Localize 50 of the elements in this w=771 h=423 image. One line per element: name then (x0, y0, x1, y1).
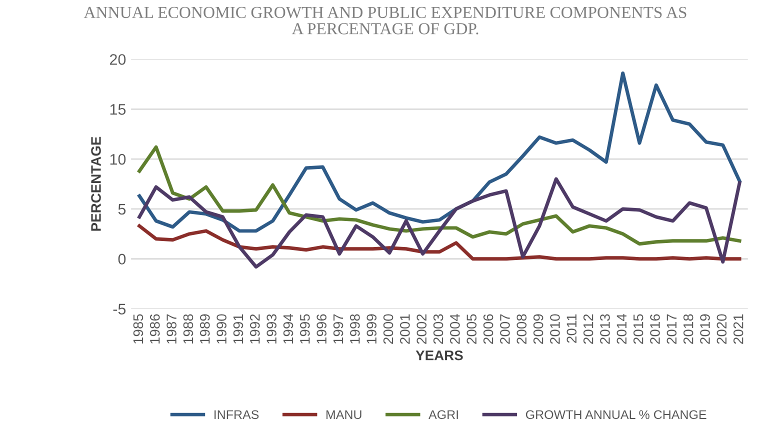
x-tick-label: 1992 (250, 314, 260, 344)
y-tick-label: 15 (110, 104, 126, 115)
x-tick-label: 1995 (300, 314, 310, 344)
y-tick-label: -5 (113, 304, 126, 314)
x-tick-label: 2015 (633, 314, 644, 344)
x-tick-label: 1989 (200, 314, 210, 344)
x-tick-label: 2019 (700, 314, 710, 344)
x-tick-label: 1997 (333, 314, 344, 344)
x-tick-label: 1990 (216, 314, 226, 344)
x-tick-label: 2020 (716, 314, 727, 344)
x-axis-title: YEARS (416, 350, 463, 360)
legend-label: GROWTH ANNUAL % CHANGE (526, 410, 706, 420)
x-tick-label: 1988 (183, 314, 194, 344)
x-tick-label: 2012 (583, 314, 594, 344)
x-tick-label: 1996 (316, 314, 327, 344)
x-tick-label: 2018 (683, 314, 694, 344)
x-tick-label: 2010 (550, 314, 560, 344)
x-tick-label: 1993 (266, 314, 276, 344)
x-tick-label: 1994 (283, 314, 294, 344)
x-tick-label: 2000 (383, 314, 394, 344)
y-tick-label: 10 (110, 154, 126, 165)
x-tick-label: 2002 (416, 314, 427, 344)
x-tick-label: 1985 (133, 314, 144, 344)
x-tick-label: 1991 (233, 314, 244, 344)
x-tick-label: 2005 (466, 314, 477, 344)
x-tick-label: 2016 (650, 314, 660, 344)
x-tick-label: 1999 (366, 314, 377, 344)
x-tick-label: 2003 (433, 314, 444, 344)
y-tick-label: 0 (118, 254, 126, 265)
x-tick-label: 2006 (483, 314, 494, 344)
x-tick-label: 2011 (566, 314, 577, 343)
x-tick-label: 1987 (166, 314, 176, 344)
y-tick-label: 5 (118, 204, 126, 215)
y-tick-label: 20 (110, 54, 126, 65)
x-tick-label: 1986 (150, 314, 160, 344)
x-tick-label: 2017 (666, 314, 677, 344)
legend-label: MANU (326, 410, 362, 420)
legend-label: INFRAS (214, 410, 259, 420)
x-tick-label: 2001 (400, 314, 410, 344)
legend-label: AGRI (428, 410, 458, 420)
x-tick-label: 2014 (616, 314, 627, 344)
x-tick-label: 2009 (533, 314, 544, 344)
x-tick-label: 2021 (733, 314, 744, 344)
x-tick-label: 1998 (350, 314, 360, 344)
x-tick-label: 2004 (450, 314, 460, 344)
chart-title: ANNUAL ECONOMIC GROWTH AND PUBLIC EXPENDITURE COMPONENTS AS A PERCENTAGE OF GDP. (84, 6, 686, 34)
x-tick-label: 2013 (600, 314, 610, 344)
y-axis-title: PERCENTAGE (91, 136, 101, 231)
x-tick-label: 2008 (516, 314, 527, 344)
x-tick-label: 2007 (500, 314, 510, 344)
